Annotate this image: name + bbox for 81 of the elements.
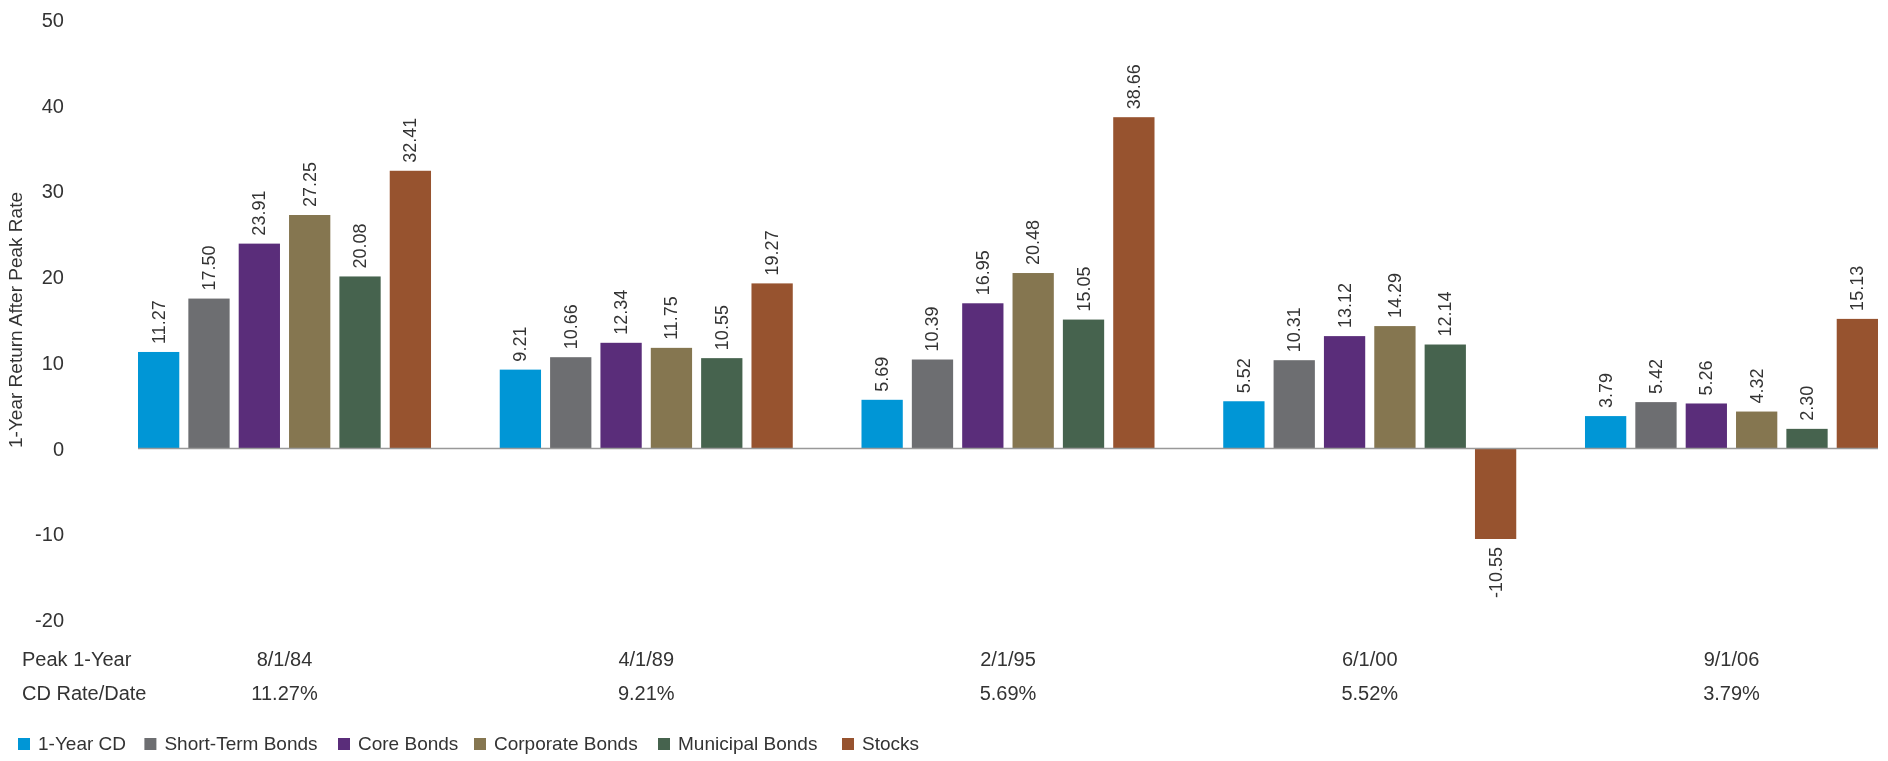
legend-label: Core Bonds (358, 733, 459, 754)
bar (701, 358, 743, 449)
bar (389, 170, 432, 449)
bar (1836, 318, 1878, 449)
legend-label: 1-Year CD (38, 733, 127, 754)
data-label: 15.05 (1073, 266, 1094, 312)
bar (1323, 336, 1366, 449)
data-label: 32.41 (400, 117, 421, 163)
data-label: 10.31 (1284, 307, 1305, 353)
bar (1223, 401, 1265, 449)
data-label: 12.14 (1435, 291, 1456, 337)
y-axis-title: 1-Year Return After Peak Rate (5, 192, 26, 448)
data-label: 9.21 (510, 326, 531, 362)
data-label: 10.66 (560, 304, 581, 350)
y-tick-label: 30 (41, 180, 64, 203)
x-tick-label: 8/1/84 11.27% (251, 648, 318, 704)
data-label: 38.66 (1123, 64, 1144, 110)
data-label: 17.50 (198, 245, 219, 291)
bar (238, 243, 280, 449)
bar (1374, 326, 1416, 449)
data-label: 10.55 (711, 305, 732, 351)
bar (339, 276, 381, 449)
y-tick-label: 40 (41, 94, 64, 117)
data-label: 5.42 (1645, 359, 1666, 395)
data-label: 10.39 (922, 306, 943, 352)
legend-label: Corporate Bonds (494, 733, 638, 754)
bar (751, 283, 793, 449)
data-label: 5.26 (1696, 360, 1717, 396)
data-label: 13.12 (1334, 283, 1355, 329)
bar (1635, 402, 1677, 449)
data-label: 3.79 (1595, 373, 1616, 409)
bar (550, 357, 592, 449)
bar (289, 215, 331, 449)
y-tick-label: 20 (41, 266, 64, 289)
x-tick-label: 6/1/00 5.52% (1341, 648, 1399, 704)
bar (1273, 360, 1315, 449)
legend-label: Short-Term Bonds (164, 733, 318, 754)
bar (499, 369, 542, 449)
bar (650, 347, 693, 449)
data-label: 5.52 (1233, 358, 1254, 394)
bar (1584, 416, 1627, 449)
x-tick-label: 2/1/95 5.69% (979, 648, 1037, 704)
y-tick-label: 50 (41, 9, 64, 31)
bar (1786, 428, 1828, 449)
data-label: 16.95 (972, 250, 993, 296)
x-tick-label: 4/1/89 9.21% (617, 648, 675, 704)
data-label: 20.48 (1023, 219, 1044, 266)
data-label: 23.91 (249, 190, 270, 236)
bar (600, 342, 642, 449)
legend-label: Municipal Bonds (678, 733, 818, 754)
bar (138, 351, 180, 449)
bar (962, 303, 1004, 449)
y-tick-label: 0 (52, 437, 64, 460)
bar (861, 399, 903, 449)
y-tick-label: -20 (35, 609, 64, 631)
data-label: 27.25 (299, 161, 320, 207)
y-tick-label: -10 (35, 523, 64, 546)
data-label: 2.30 (1797, 385, 1818, 421)
data-label: 14.29 (1384, 273, 1405, 319)
bar (1113, 117, 1155, 449)
data-label: 11.75 (661, 296, 682, 340)
bar (1736, 411, 1778, 449)
bar (1424, 344, 1466, 449)
bar (1474, 448, 1517, 539)
bar (911, 359, 954, 449)
bar (1685, 403, 1727, 449)
data-label: -10.55 (1485, 547, 1506, 599)
data-label: 5.69 (872, 356, 893, 392)
x-tick-label: 9/1/06 3.79% (1703, 648, 1761, 704)
bar (1012, 273, 1054, 449)
bar (1062, 319, 1105, 449)
data-label: 20.08 (350, 223, 371, 269)
data-label: 4.32 (1746, 368, 1767, 404)
y-tick-label: 10 (41, 351, 64, 374)
bar (188, 298, 230, 449)
data-label: 15.13 (1847, 265, 1868, 311)
data-label: 11.27 (148, 300, 169, 344)
legend-label: Stocks (862, 733, 920, 754)
data-label: 19.27 (762, 230, 783, 276)
data-label: 12.34 (611, 289, 632, 335)
x-axis-title: Peak 1-Year CD Rate/Date (22, 648, 147, 704)
